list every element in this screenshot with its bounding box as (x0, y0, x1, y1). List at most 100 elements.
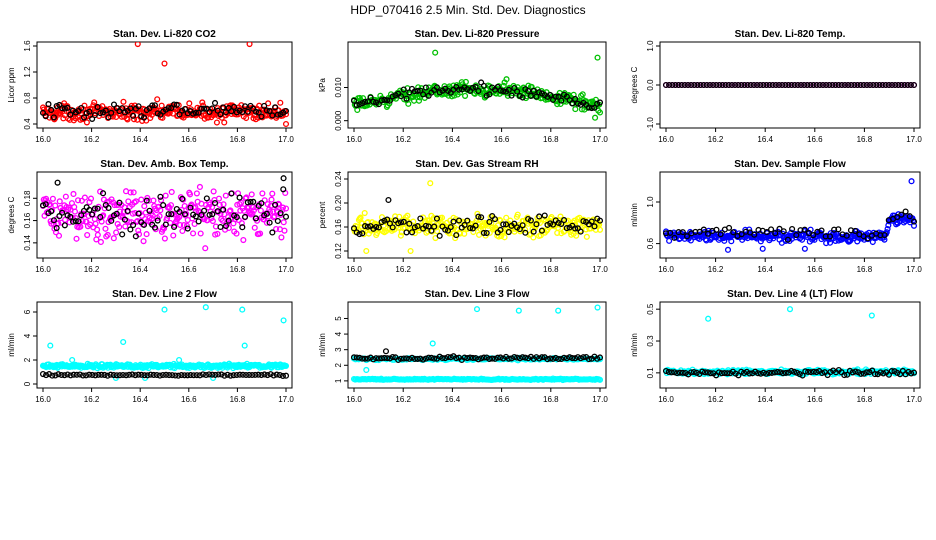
data-point (255, 109, 262, 116)
data-point (505, 355, 512, 362)
data-point (547, 355, 554, 362)
data-point (486, 218, 493, 225)
data-point (171, 223, 178, 231)
data-point (700, 81, 707, 89)
data-point (771, 369, 778, 376)
data-point (272, 104, 279, 111)
data-point (127, 189, 134, 196)
y-tick-label: 4 (334, 331, 343, 336)
data-point (67, 372, 74, 379)
data-point (572, 95, 579, 102)
data-point (431, 223, 438, 230)
data-point (667, 229, 674, 236)
data-point (126, 219, 133, 226)
x-tick-label: 16.0 (35, 395, 51, 404)
data-point (730, 229, 737, 236)
data-point (73, 235, 80, 242)
data-point (455, 217, 463, 224)
x-tick-label: 16.8 (857, 395, 873, 404)
data-point (221, 372, 228, 379)
data-point (64, 104, 71, 111)
y-tick-label: 0.14 (23, 235, 32, 251)
data-point (370, 98, 377, 105)
x-tick-label: 16.4 (757, 395, 773, 404)
data-point (422, 84, 429, 91)
data-point (247, 198, 254, 205)
data-point (500, 88, 507, 95)
y-tick-label: 0.16 (334, 219, 343, 235)
data-point (569, 354, 576, 362)
data-point (715, 369, 722, 376)
data-point (757, 81, 764, 89)
data-point (728, 81, 735, 89)
data-point (864, 235, 871, 242)
y-axis-label: percent (318, 201, 327, 228)
data-point (162, 192, 169, 199)
data-point (233, 230, 240, 237)
data-point (261, 102, 268, 109)
data-point (143, 231, 150, 238)
x-tick-label: 16.0 (346, 135, 362, 144)
data-point (718, 370, 725, 377)
data-point (791, 81, 798, 89)
data-point (363, 366, 370, 374)
data-point (54, 179, 61, 186)
data-point (596, 376, 604, 383)
data-point (574, 354, 581, 361)
data-point (728, 238, 735, 245)
data-point (104, 231, 111, 239)
y-axis-label: ml/min (318, 333, 327, 357)
data-point (228, 190, 235, 197)
data-point (91, 205, 98, 212)
data-point (671, 234, 678, 241)
data-point (453, 355, 460, 362)
data-point (282, 120, 290, 128)
data-point (679, 229, 686, 236)
y-tick-label: 1.0 (646, 40, 655, 52)
data-point (151, 102, 158, 109)
data-point (100, 190, 107, 197)
panel-8: Stan. Dev. Line 3 Flow 16.0 16.2 16.4 16.6 16… (318, 289, 608, 404)
x-tick-label: 16.6 (494, 135, 510, 144)
data-point (58, 371, 65, 379)
data-point (386, 220, 393, 227)
data-point (375, 101, 382, 108)
data-point (67, 213, 74, 220)
data-point (61, 105, 68, 112)
data-point (382, 348, 390, 355)
data-point (580, 354, 587, 361)
data-point (818, 227, 825, 234)
data-point (511, 353, 518, 361)
data-point (596, 109, 604, 116)
data-point (251, 224, 258, 231)
data-point (527, 92, 534, 99)
data-point (560, 228, 567, 235)
data-point (190, 110, 197, 117)
data-point (813, 369, 820, 376)
data-point (810, 81, 817, 89)
data-point (832, 81, 839, 89)
data-point (113, 229, 120, 236)
data-point (373, 223, 380, 231)
data-point (166, 372, 173, 379)
y-tick-label: 6 (23, 309, 32, 314)
data-point (281, 227, 288, 234)
data-point (858, 370, 865, 377)
plot-frame (347, 41, 607, 129)
data-point (461, 221, 468, 229)
data-point (48, 106, 55, 114)
panel-2: Stan. Dev. Li-820 Pressure 16.0 16.2 16.4 16… (318, 29, 608, 144)
data-point (197, 230, 204, 237)
data-point (210, 188, 217, 195)
data-point (594, 54, 601, 61)
y-tick-label: 5 (334, 316, 343, 321)
y-tick-label: 3 (334, 347, 343, 352)
plot-frame (36, 171, 293, 259)
data-point (87, 195, 95, 202)
data-point (263, 210, 270, 217)
data-point (716, 81, 723, 89)
data-point (591, 104, 598, 111)
x-tick-label: 16.4 (445, 395, 461, 404)
x-tick-label: 17.0 (592, 135, 608, 144)
data-point (694, 81, 701, 89)
